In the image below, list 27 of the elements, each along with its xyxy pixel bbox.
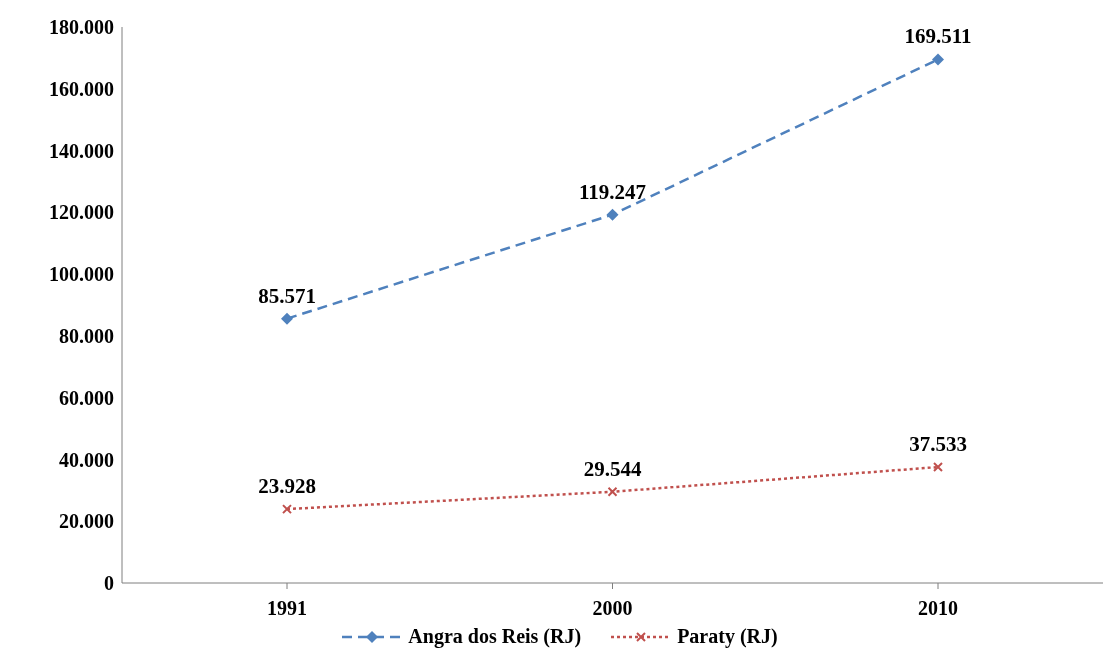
- legend-label: Paraty (RJ): [677, 625, 778, 648]
- point: [606, 208, 619, 221]
- data-label: 85.571: [258, 283, 316, 308]
- data-label: 169.511: [904, 24, 972, 49]
- data-label: 23.928: [258, 474, 316, 499]
- y-tick-label: 160.000: [49, 77, 114, 100]
- y-tick-label: 140.000: [49, 139, 114, 162]
- y-tick-label: 20.000: [59, 510, 114, 533]
- data-label: 29.544: [583, 456, 642, 481]
- point: [282, 504, 292, 515]
- y-tick-label: 100.000: [49, 263, 114, 286]
- x-tick-label: 2000: [592, 597, 633, 620]
- y-tick-label: 0: [104, 572, 114, 595]
- point: [932, 53, 944, 66]
- x-tick-label: 2010: [918, 597, 958, 620]
- data-label: 37.533: [909, 432, 967, 457]
- legend-label: Angra dos Reis (RJ): [408, 625, 582, 648]
- point: [607, 486, 618, 497]
- y-tick-label: 120.000: [49, 201, 114, 224]
- y-tick-label: 40.000: [59, 448, 114, 471]
- point: [281, 312, 293, 325]
- data-label: 119.247: [578, 179, 647, 204]
- x-tick-label: 1991: [267, 597, 307, 620]
- y-tick-label: 80.000: [59, 324, 114, 347]
- point: [933, 462, 943, 473]
- y-tick-label: 180.000: [49, 16, 114, 39]
- y-tick-label: 60.000: [59, 386, 114, 409]
